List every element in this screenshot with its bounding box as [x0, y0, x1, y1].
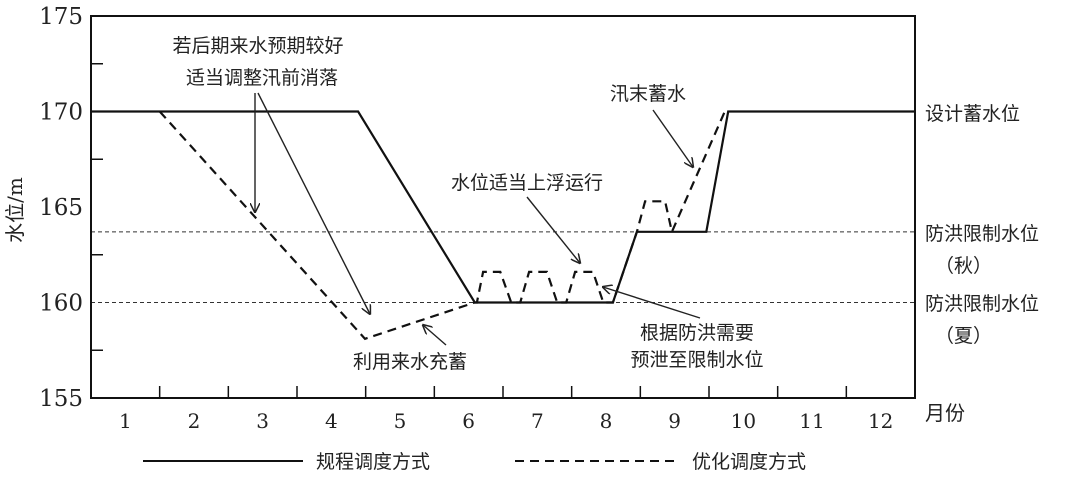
x-tick-label: 5 [394, 409, 407, 433]
x-tick-label: 1 [119, 409, 132, 433]
legend-dashed-label: 优化调度方式 [692, 451, 806, 473]
x-tick-label: 6 [462, 409, 475, 433]
annotation-2-arrow [652, 109, 693, 167]
annotation-4-line-2: 预泄至限制水位 [630, 349, 763, 371]
ref-label-summer: 防洪限制水位 [925, 293, 1039, 315]
x-tick-label: 8 [600, 409, 613, 433]
y-tick-label: 155 [39, 386, 83, 412]
ref-label-autumn: 防洪限制水位 [925, 223, 1039, 245]
legend-solid-label: 规程调度方式 [316, 451, 430, 473]
x-tick-label: 3 [256, 409, 269, 433]
x-tick-label: 11 [799, 409, 824, 433]
y-tick-label: 170 [39, 100, 83, 126]
x-tick-label: 9 [668, 409, 681, 433]
x-tick-label: 10 [731, 409, 756, 433]
ref-label-design: 设计蓄水位 [925, 103, 1020, 125]
y-tick-label: 160 [39, 291, 83, 317]
annotation-4-arrow [603, 287, 701, 319]
y-axis-label: 水位/m [3, 177, 27, 243]
annotation-1-arrow-b [257, 92, 370, 314]
annotation-3-arrow [526, 196, 580, 263]
y-tick-label: 175 [39, 4, 83, 30]
y-tick-label: 165 [39, 195, 83, 221]
x-tick-label: 2 [188, 409, 201, 433]
x-tick-label: 12 [868, 409, 893, 433]
ref-sublabel-autumn: （秋） [935, 255, 992, 277]
annotation-4-line-1: 根据防洪需要 [640, 322, 754, 344]
annotation-5: 利用来水充蓄 [353, 351, 467, 373]
x-axis-label: 月份 [925, 401, 965, 425]
annotation-3: 水位适当上浮运行 [451, 172, 603, 194]
series-line-1 [158, 110, 726, 341]
annotation-5-arrow [423, 325, 447, 346]
ref-sublabel-summer: （夏） [935, 325, 992, 347]
annotation-1-line-2: 适当调整汛前消落 [186, 67, 338, 89]
x-tick-label: 7 [531, 409, 544, 433]
series-line-0 [91, 110, 915, 304]
x-tick-label: 4 [325, 409, 338, 433]
annotation-2: 汛末蓄水 [610, 83, 686, 105]
annotation-1-line-1: 若后期来水预期较好 [172, 35, 343, 57]
